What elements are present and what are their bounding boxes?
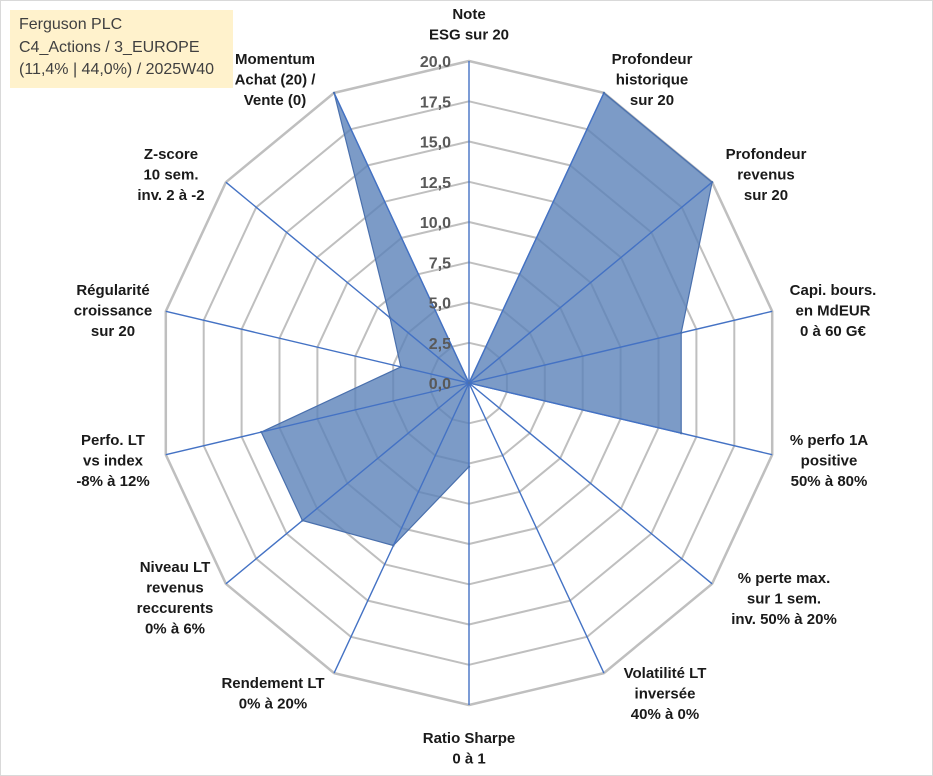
category-label: % perte max. sur 1 sem. inv. 50% à 20%	[731, 570, 837, 628]
axis-spoke	[225, 382, 470, 585]
data-point	[467, 381, 471, 385]
data-point	[467, 465, 471, 468]
axis-spoke	[468, 382, 773, 456]
category-label-line: Perfo. LT	[81, 432, 145, 449]
category-label: Profondeur revenus sur 20	[726, 146, 807, 204]
category-label: Perfo. LT vs index -8% à 12%	[76, 432, 149, 490]
category-label-line: 0% à 20%	[239, 696, 307, 713]
category-label-line: inversée	[635, 686, 696, 703]
axis-spoke	[468, 92, 605, 384]
category-label-line: Profondeur	[726, 146, 807, 163]
r-tick-label: 7,5	[429, 255, 451, 272]
data-point	[602, 91, 606, 95]
category-label-line: ESG sur 20	[429, 27, 509, 44]
axis-spoke	[333, 382, 470, 674]
axis-spoke	[468, 310, 773, 384]
category-label-line: sur 20	[744, 187, 788, 204]
category-label: Rendement LT 0% à 20%	[221, 675, 324, 713]
r-tick-label: 15,0	[420, 135, 451, 152]
r-tick-label: 2,5	[429, 336, 451, 353]
axis-spoke	[468, 382, 713, 585]
r-tick-label: 20,0	[420, 54, 451, 71]
category-label-line: croissance	[74, 303, 152, 320]
category-label: Momentum Achat (20) / Vente (0)	[235, 51, 317, 109]
category-label-line: Vente (0)	[244, 92, 307, 109]
r-tick-label: 5,0	[429, 296, 451, 313]
category-label-line: revenus	[146, 580, 204, 597]
data-point	[680, 331, 683, 334]
data-point	[260, 430, 263, 434]
info-stats: (11,4% | 44,0%) / 2025W40	[19, 61, 215, 78]
category-label-line: revenus	[737, 167, 795, 184]
category-label: Note ESG sur 20	[429, 6, 509, 44]
category-label-line: 0% à 6%	[145, 621, 205, 638]
info-company-name: Ferguson PLC	[19, 16, 123, 33]
category-label-line: 40% à 0%	[631, 706, 699, 723]
category-label-line: Régularité	[76, 282, 149, 299]
category-label-line: -8% à 12%	[76, 473, 149, 490]
category-label-line: sur 1 sem.	[747, 591, 821, 608]
data-point	[301, 519, 304, 522]
data-area	[260, 92, 713, 547]
category-label-line: Z-score	[144, 146, 198, 163]
category-label-line: vs index	[83, 453, 144, 470]
axis-spoke	[468, 382, 605, 674]
category-label-line: Profondeur	[612, 51, 693, 68]
category-label-line: sur 20	[91, 323, 135, 340]
category-label: Profondeur historique sur 20	[612, 51, 693, 109]
category-label-line: 0 à 60 G€	[800, 323, 867, 340]
data-point	[399, 365, 402, 369]
data-point	[332, 91, 336, 95]
data-point	[680, 432, 683, 435]
category-label-line: Capi. bours.	[790, 282, 877, 299]
axis-spoke	[468, 181, 713, 384]
r-tick-label: 0,0	[429, 376, 451, 393]
data-point	[392, 544, 395, 547]
category-label-line: Ratio Sharpe	[423, 730, 516, 747]
category-label-line: inv. 2 à -2	[137, 187, 204, 204]
axis-spoke	[165, 310, 470, 384]
r-tick-label: 17,5	[420, 94, 451, 111]
axis-spoke	[225, 181, 470, 384]
category-label: Régularité croissance sur 20	[74, 282, 152, 340]
category-label-line: Volatilité LT	[624, 665, 707, 682]
category-label-line: Achat (20) /	[235, 72, 317, 89]
axis-spoke	[165, 382, 470, 456]
category-label-line: % perfo 1A	[790, 432, 869, 449]
category-label-line: positive	[801, 453, 858, 470]
category-label-line: inv. 50% à 20%	[731, 611, 837, 628]
category-label-line: 10 sem.	[143, 167, 198, 184]
category-label-line: % perte max.	[738, 570, 831, 587]
category-label: Capi. bours. en MdEUR 0 à 60 G€	[790, 282, 877, 340]
category-label-line: sur 20	[630, 92, 674, 109]
category-label-line: Note	[452, 6, 485, 23]
axis-spoke	[333, 92, 470, 384]
category-label-line: Niveau LT	[140, 559, 211, 576]
category-label: Niveau LT revenus reccurents 0% à 6%	[137, 559, 214, 638]
info-portfolio: C4_Actions / 3_EUROPE	[19, 38, 200, 56]
category-label-line: Momentum	[235, 51, 315, 68]
category-label: % perfo 1A positive 50% à 80%	[790, 432, 869, 490]
data-point	[388, 316, 392, 319]
category-label-line: 50% à 80%	[791, 473, 868, 490]
category-label: Z-score 10 sem. inv. 2 à -2	[137, 146, 204, 204]
category-label-line: historique	[616, 72, 689, 89]
category-label-line: Rendement LT	[221, 675, 324, 692]
category-label-line: en MdEUR	[796, 303, 871, 320]
r-tick-label: 12,5	[420, 175, 451, 192]
category-label-line: reccurents	[137, 600, 214, 617]
data-point	[710, 181, 714, 184]
category-label: Ratio Sharpe 0 à 1	[423, 730, 516, 768]
category-label: Volatilité LT inversée 40% à 0%	[624, 665, 707, 723]
r-tick-label: 10,0	[420, 215, 451, 232]
info-box: Ferguson PLC C4_Actions / 3_EUROPE (11,4…	[10, 10, 233, 88]
category-label-line: 0 à 1	[452, 751, 485, 768]
